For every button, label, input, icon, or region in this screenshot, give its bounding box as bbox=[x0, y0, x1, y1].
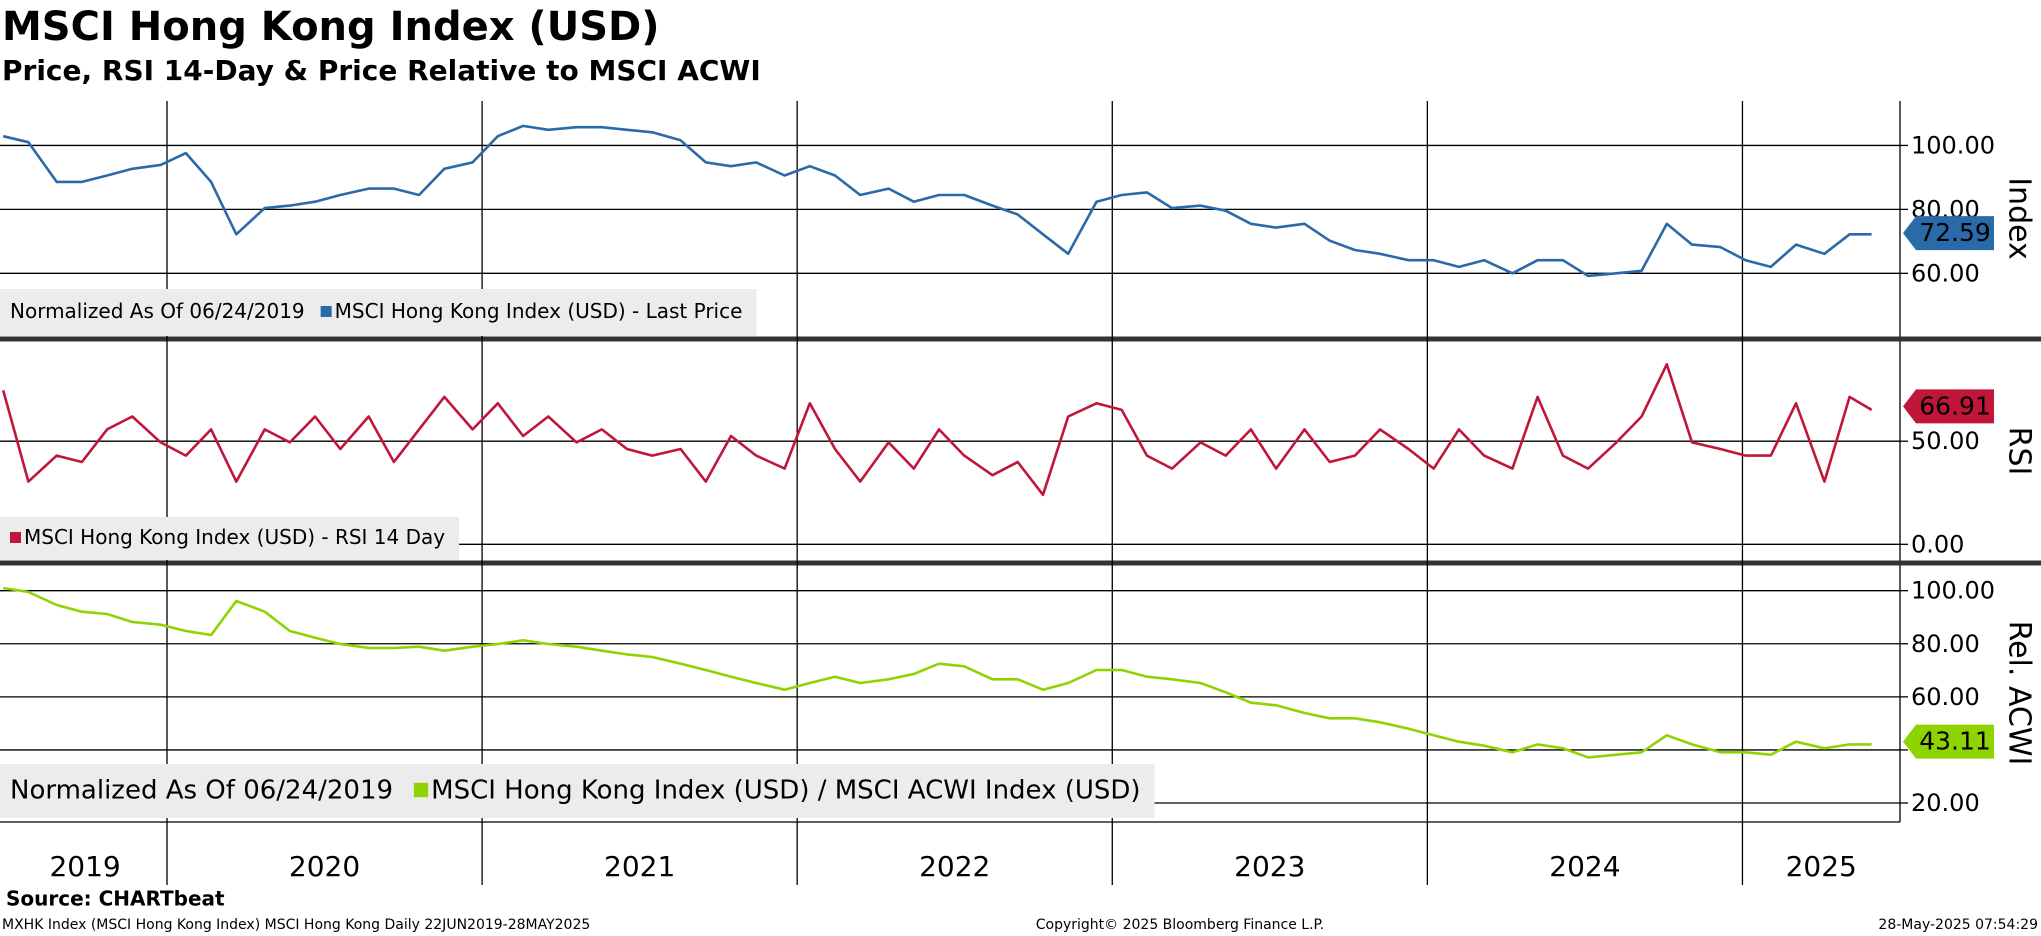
chart-title: MSCI Hong Kong Index (USD) bbox=[2, 4, 659, 50]
x-tick-label: 2019 bbox=[49, 850, 120, 883]
x-tick-label: 2023 bbox=[1234, 850, 1305, 883]
y-axis-title: Rel. ACWI bbox=[2002, 621, 2037, 766]
legend-note: Normalized As Of 06/24/2019 bbox=[10, 299, 305, 323]
footer-left: MXHK Index (MSCI Hong Kong Index) MSCI H… bbox=[2, 917, 590, 933]
legend-label: MSCI Hong Kong Index (USD) - Last Price bbox=[335, 299, 743, 323]
y-tick-label: 100.00 bbox=[1911, 577, 1995, 605]
series-line bbox=[2, 586, 1872, 759]
last-value-badge bbox=[1903, 216, 1994, 251]
x-tick-label: 2021 bbox=[604, 850, 675, 883]
legend-swatch bbox=[413, 782, 429, 798]
y-tick-label: 80.00 bbox=[1911, 630, 1980, 658]
legend-box bbox=[0, 764, 1155, 818]
last-value-label: 72.59 bbox=[1919, 218, 1991, 247]
legend-swatch bbox=[10, 532, 21, 543]
series-line bbox=[2, 124, 1872, 278]
x-tick-label: 2020 bbox=[289, 850, 360, 883]
legend-box bbox=[0, 289, 757, 336]
y-tick-label: 20.00 bbox=[1911, 789, 1980, 817]
source: Source: CHARTbeat bbox=[6, 887, 225, 911]
y-tick-label: 60.00 bbox=[1911, 259, 1980, 287]
footer-right: 28-May-2025 07:54:29 bbox=[1878, 917, 2038, 933]
x-tick-label: 2022 bbox=[919, 850, 990, 883]
legend-box bbox=[0, 517, 460, 560]
legend-note: Normalized As Of 06/24/2019 bbox=[10, 776, 393, 806]
last-value-label: 66.91 bbox=[1919, 391, 1991, 420]
y-tick-label: 50.00 bbox=[1911, 427, 1980, 455]
y-axis-title: Index bbox=[2002, 177, 2037, 260]
y-axis-title: RSI bbox=[2002, 427, 2037, 476]
x-tick-label: 2025 bbox=[1786, 850, 1857, 883]
y-tick-label: 60.00 bbox=[1911, 683, 1980, 711]
series-line bbox=[1, 363, 1873, 497]
legend-label: MSCI Hong Kong Index (USD) / MSCI ACWI I… bbox=[431, 776, 1140, 806]
y-tick-label: 0.00 bbox=[1911, 530, 1964, 558]
last-value-badge bbox=[1903, 724, 1994, 759]
x-tick-label: 2024 bbox=[1549, 850, 1620, 883]
chart-subtitle: Price, RSI 14-Day & Price Relative to MS… bbox=[2, 54, 761, 87]
y-tick-label: 100.00 bbox=[1911, 131, 1995, 159]
legend-label: MSCI Hong Kong Index (USD) - RSI 14 Day bbox=[24, 525, 445, 549]
footer-center: Copyright© 2025 Bloomberg Finance L.P. bbox=[1036, 917, 1325, 933]
last-value-badge bbox=[1903, 389, 1994, 424]
legend-swatch bbox=[320, 306, 332, 317]
last-value-label: 43.11 bbox=[1919, 727, 1991, 756]
